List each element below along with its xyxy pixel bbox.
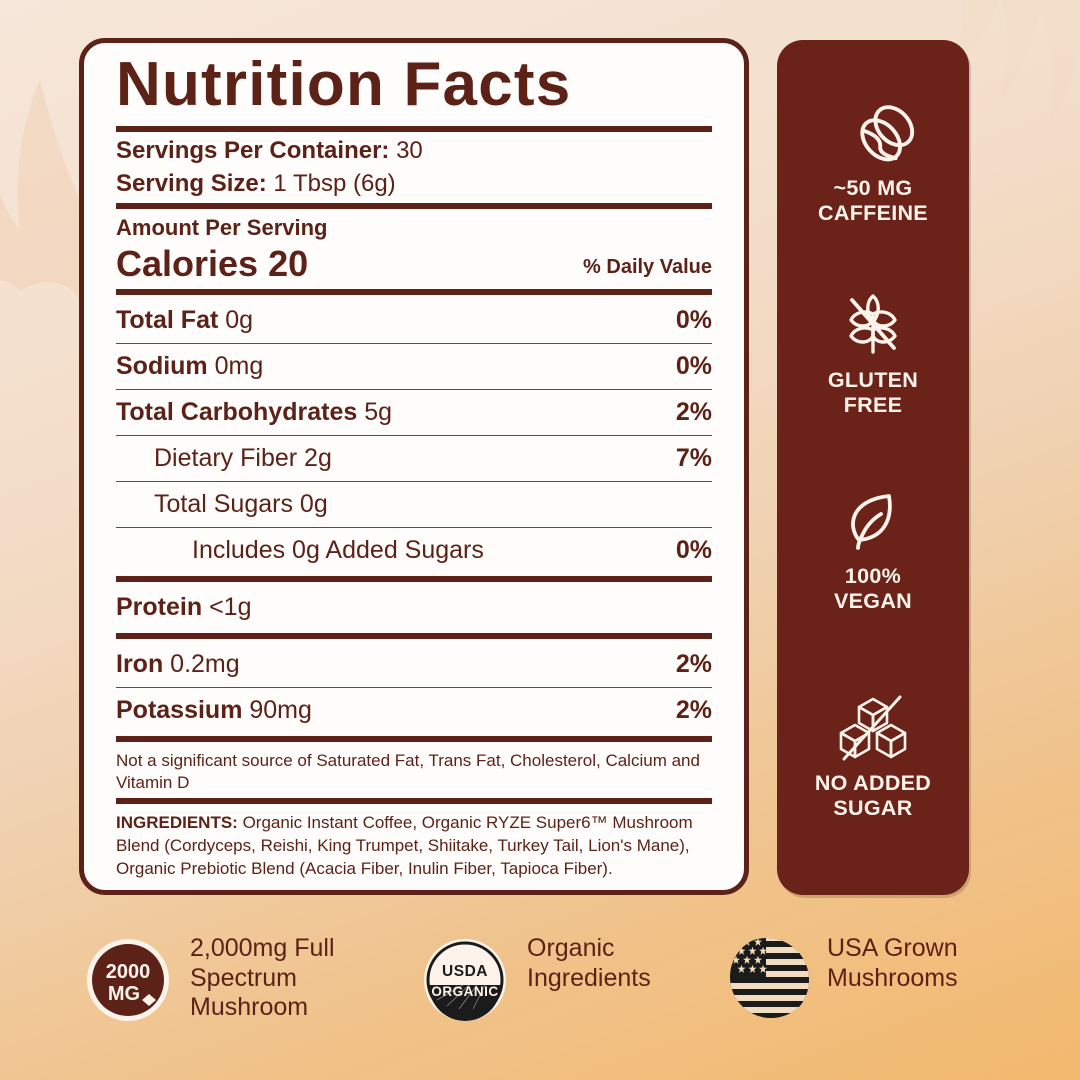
svg-text:MG: MG [108, 983, 140, 1005]
svg-text:2000: 2000 [106, 961, 151, 983]
svg-text:ORGANIC: ORGANIC [431, 984, 498, 999]
svg-text:USDA: USDA [442, 963, 488, 980]
